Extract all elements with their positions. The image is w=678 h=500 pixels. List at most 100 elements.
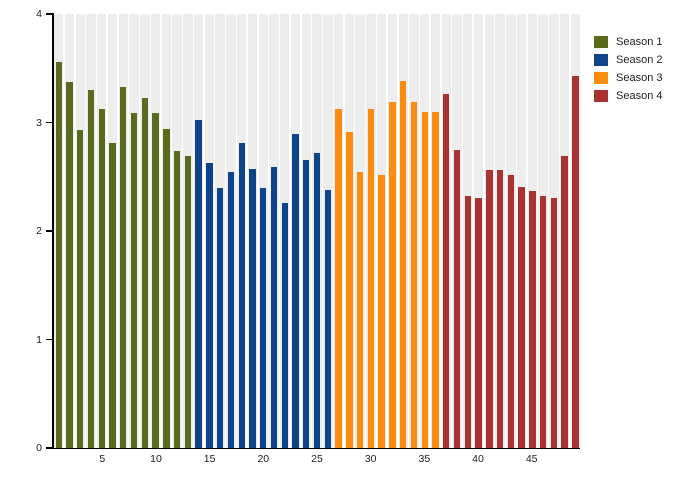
bar-season-1-ep9: [141, 97, 148, 448]
x-tick-label-45: 45: [525, 453, 538, 465]
bar-season-4-ep42: [496, 170, 504, 448]
bar-season-4-ep41: [486, 170, 493, 448]
bar-slot-20: [258, 14, 268, 448]
bar-season-2-ep26: [324, 189, 332, 448]
legend-swatch: [594, 36, 608, 48]
x-tick-label-25: 25: [311, 453, 323, 465]
bar-slot-24: [301, 14, 311, 448]
bar-slot-15: [204, 14, 215, 448]
bar-slot-22: [280, 14, 290, 448]
bar-slot-16: [215, 14, 225, 448]
bar-slot-1: [54, 14, 64, 448]
bar-slot-12: [172, 14, 182, 448]
bar-slot-49: [570, 14, 581, 448]
bar-slot-46: [538, 14, 548, 448]
bar-slot-10: [150, 14, 161, 448]
y-tick-3: [46, 121, 52, 124]
y-tick-label-0: 0: [36, 442, 42, 454]
bar-season-4-ep43: [507, 174, 515, 448]
bar-season-4-ep40: [475, 198, 482, 448]
y-tick-label-4: 4: [36, 8, 42, 20]
bar-slot-42: [495, 14, 505, 448]
bar-slot-28: [344, 14, 355, 448]
bar-season-3-ep29: [356, 172, 364, 448]
legend-label: Season 1: [616, 36, 663, 48]
bar-slot-19: [247, 14, 258, 448]
y-tick-label-2: 2: [36, 225, 42, 237]
bar-season-2-ep15: [206, 162, 213, 448]
bar-slot-26: [323, 14, 333, 448]
bar-slot-41: [484, 14, 494, 448]
legend-swatch: [594, 54, 608, 66]
x-tick-label-10: 10: [150, 453, 162, 465]
bar-season-2-ep14: [195, 120, 202, 448]
legend-label: Season 3: [616, 72, 663, 84]
bar-season-4-ep38: [453, 149, 461, 448]
bar-slot-47: [549, 14, 559, 448]
bar-slot-36: [430, 14, 441, 448]
bar-slot-17: [226, 14, 236, 448]
bar-slot-6: [107, 14, 118, 448]
y-tick-0: [46, 447, 52, 449]
bar-season-3-ep33: [400, 81, 407, 448]
bar-slot-38: [452, 14, 462, 448]
bar-season-2-ep19: [249, 169, 256, 448]
bar-slot-44: [516, 14, 527, 448]
bar-season-2-ep18: [238, 143, 245, 448]
bar-season-1-ep10: [152, 112, 159, 448]
bar-season-3-ep36: [432, 111, 439, 448]
bar-season-1-ep7: [120, 86, 127, 448]
bar-season-1-ep3: [77, 130, 84, 448]
bar-season-4-ep46: [539, 196, 547, 448]
bar-season-2-ep24: [303, 160, 310, 448]
bar-slot-34: [409, 14, 419, 448]
bar-slot-18: [237, 14, 247, 448]
bar-season-2-ep23: [292, 134, 299, 448]
x-axis-labels: 5 10 15 20 25 30 35 40 45: [54, 453, 580, 467]
legend-item-season-2: Season 2: [594, 51, 662, 69]
legend-swatch: [594, 72, 608, 84]
bar-season-3-ep31: [378, 174, 385, 448]
legend-item-season-4: Season 4: [594, 87, 662, 105]
bar-slot-11: [161, 14, 172, 448]
bar-season-2-ep25: [313, 152, 321, 448]
bar-season-1-ep1: [55, 61, 62, 448]
x-axis-line: [46, 447, 580, 450]
bar-slot-35: [420, 14, 430, 448]
bar-season-3-ep35: [421, 111, 428, 448]
bar-season-1-ep4: [87, 89, 95, 448]
y-tick-1: [46, 338, 52, 341]
bar-slot-32: [387, 14, 398, 448]
bar-slot-21: [269, 14, 279, 448]
bar-season-4-ep44: [518, 186, 525, 448]
x-tick-label-40: 40: [472, 453, 484, 465]
bar-season-4-ep49: [572, 75, 579, 448]
x-tick-label-5: 5: [99, 453, 106, 465]
bar-slot-48: [559, 14, 570, 448]
bar-season-3-ep28: [346, 132, 353, 448]
legend: Season 1 Season 2 Season 3 Season 4: [594, 33, 662, 105]
bar-slot-33: [398, 14, 408, 448]
bar-season-3-ep27: [335, 109, 342, 448]
bar-season-1-ep2: [66, 82, 73, 448]
bar-season-3-ep34: [410, 101, 418, 448]
bar-slot-37: [441, 14, 451, 448]
bar-slot-43: [506, 14, 516, 448]
bar-slot-14: [193, 14, 204, 448]
bar-slot-13: [183, 14, 193, 448]
bar-season-2-ep16: [216, 187, 224, 448]
bar-season-1-ep12: [173, 150, 181, 448]
bar-season-4-ep37: [443, 94, 450, 448]
legend-label: Season 2: [616, 54, 663, 66]
bar-season-1-ep13: [184, 156, 192, 448]
bar-season-4-ep48: [561, 156, 568, 448]
legend-item-season-1: Season 1: [594, 33, 662, 51]
bar-season-2-ep21: [270, 167, 278, 448]
legend-label: Season 4: [616, 90, 663, 102]
bar-slot-2: [64, 14, 75, 448]
bar-season-3-ep30: [367, 109, 375, 448]
y-tick-2: [46, 230, 52, 232]
legend-item-season-3: Season 3: [594, 69, 662, 87]
y-tick-label-3: 3: [36, 116, 42, 129]
